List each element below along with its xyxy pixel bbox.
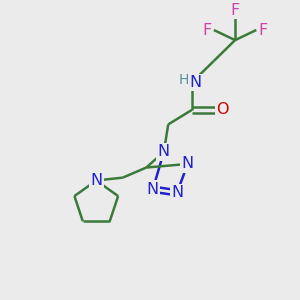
Text: N: N [171,185,183,200]
Text: N: N [90,173,102,188]
Text: N: N [158,144,170,159]
Text: F: F [258,22,267,38]
Text: N: N [189,75,201,90]
Text: F: F [230,3,240,18]
Text: N: N [147,182,159,197]
Text: N: N [182,157,194,172]
Text: H: H [178,73,189,87]
Text: F: F [203,22,212,38]
Text: O: O [216,103,229,118]
